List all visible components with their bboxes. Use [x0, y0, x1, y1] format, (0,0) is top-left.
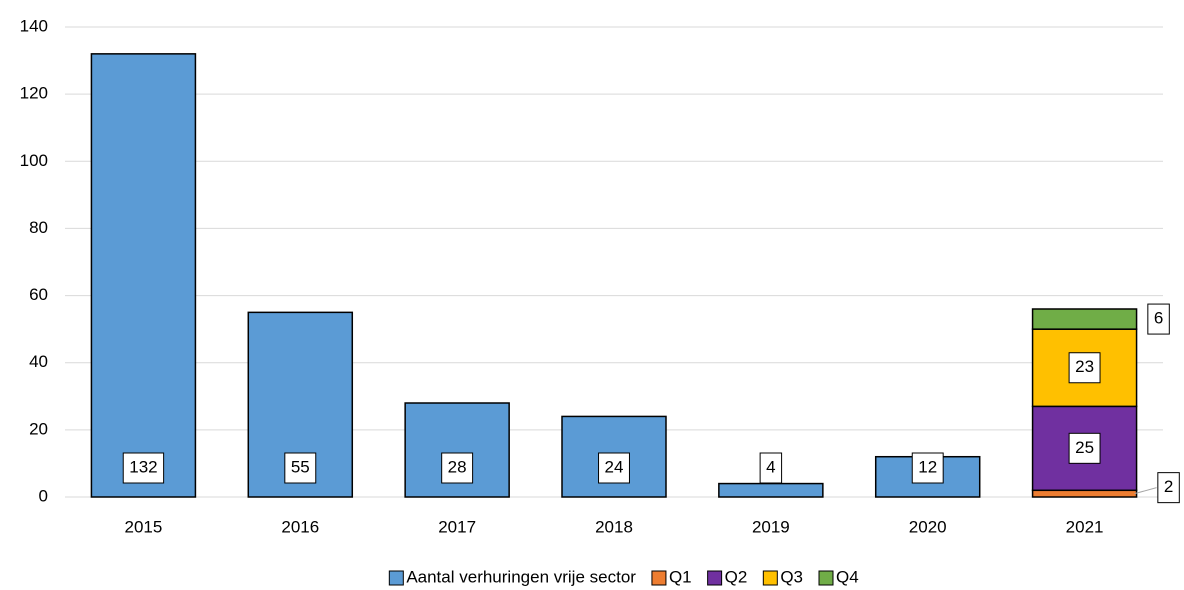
- data-label-text: 55: [291, 457, 310, 476]
- data-label-box: [759, 452, 783, 484]
- data-label-box: [1068, 432, 1101, 464]
- leader-line: [1134, 487, 1157, 495]
- data-label: 55: [284, 452, 317, 484]
- x-tick-label: 2016: [281, 517, 319, 536]
- data-label: 6: [1147, 303, 1170, 335]
- legend-swatch: [707, 570, 723, 586]
- legend-label: Q4: [836, 567, 859, 586]
- y-tick-label: 140: [20, 16, 48, 35]
- y-tick-label: 100: [20, 151, 48, 170]
- data-label-box: [441, 452, 474, 484]
- legend-swatch: [818, 570, 834, 586]
- data-label-box: [911, 452, 944, 484]
- y-tick-label: 60: [29, 285, 48, 304]
- bar: [718, 482, 824, 498]
- data-label-box: [122, 452, 165, 484]
- data-label-text: 28: [448, 457, 467, 476]
- data-label-text: 12: [918, 457, 937, 476]
- data-label: 24: [598, 452, 630, 484]
- data-label-text: 132: [129, 457, 157, 476]
- x-tick-label: 2021: [1066, 517, 1104, 536]
- data-label-box: [598, 452, 630, 484]
- x-tick-label: 2020: [909, 517, 947, 536]
- data-label: 25: [1068, 432, 1101, 464]
- data-label-text: 2: [1164, 477, 1173, 496]
- data-label-box: [1147, 303, 1170, 335]
- legend-label: Q2: [725, 567, 748, 586]
- data-label: 23: [1068, 352, 1101, 384]
- bar: [1031, 308, 1138, 330]
- data-label: 4: [759, 452, 783, 484]
- y-tick-label: 40: [29, 352, 48, 371]
- data-label: 12: [911, 452, 944, 484]
- x-tick-label: 2017: [438, 517, 476, 536]
- x-tick-label: 2015: [125, 517, 163, 536]
- legend-label: Q1: [669, 567, 692, 586]
- y-tick-label: 80: [29, 218, 48, 237]
- data-label: 2: [1157, 472, 1180, 504]
- data-label-text: 25: [1075, 438, 1094, 457]
- y-tick-label: 0: [39, 486, 48, 505]
- data-label-box: [1068, 352, 1101, 384]
- legend: Aantal verhuringen vrije sector Q1 Q2 Q3 Q4: [388, 567, 859, 586]
- data-label: 28: [441, 452, 474, 484]
- x-tick-label: 2019: [752, 517, 790, 536]
- data-label: 132: [122, 452, 165, 484]
- legend-swatch: [388, 570, 404, 586]
- bar: [90, 53, 197, 498]
- data-label-text: 23: [1075, 357, 1094, 376]
- legend-swatch: [651, 570, 667, 586]
- data-label-box: [284, 452, 317, 484]
- data-label-text: 4: [766, 457, 775, 476]
- y-tick-label: 120: [20, 84, 48, 103]
- bar: [1031, 489, 1138, 498]
- data-label-text: 6: [1154, 309, 1163, 328]
- x-tick-label: 2018: [595, 517, 633, 536]
- y-tick-label: 20: [29, 419, 48, 438]
- legend-label: Q3: [780, 567, 803, 586]
- legend-label: Aantal verhuringen vrije sector: [406, 567, 636, 586]
- data-label-text: 24: [605, 457, 624, 476]
- data-label-box: [1157, 472, 1180, 504]
- legend-swatch: [762, 570, 778, 586]
